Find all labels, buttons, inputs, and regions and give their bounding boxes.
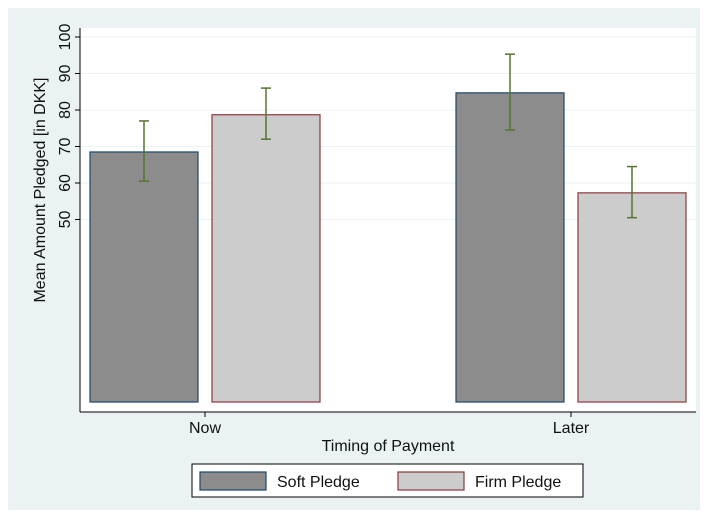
- y-tick-label: 60: [57, 174, 74, 192]
- bar: [577, 192, 687, 403]
- y-tick-label: 100: [57, 24, 74, 51]
- bar: [211, 114, 321, 403]
- legend-swatch: [397, 471, 465, 491]
- bar: [455, 92, 565, 403]
- x-tick-label: Later: [553, 420, 590, 437]
- legend-swatch: [199, 471, 267, 491]
- y-tick-label: 80: [57, 101, 74, 119]
- legend-label: Firm Pledge: [475, 474, 561, 491]
- x-axis-title: Timing of Payment: [322, 438, 455, 455]
- bar: [89, 151, 199, 403]
- y-tick-label: 70: [57, 138, 74, 156]
- legend-label: Soft Pledge: [277, 474, 360, 491]
- y-tick-label: 50: [57, 211, 74, 229]
- y-tick-label: 90: [57, 65, 74, 83]
- y-axis-title: Mean Amount Pledged [in DKK]: [32, 77, 49, 302]
- x-tick-label: Now: [189, 420, 221, 437]
